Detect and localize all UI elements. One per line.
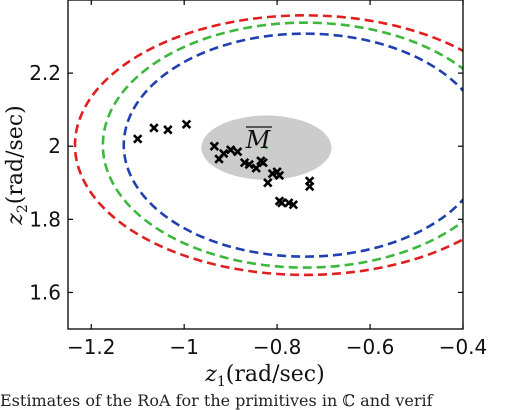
y-tick-label: 2.2 <box>29 61 61 85</box>
caption: Estimates of the RoA for the primitives … <box>0 392 433 410</box>
x-tick-label: −0.8 <box>253 335 302 359</box>
data-point <box>225 145 236 155</box>
y-tick-label: 1.8 <box>29 207 61 231</box>
data-point <box>132 134 143 144</box>
plot-frame <box>67 0 464 330</box>
x-tick-label: −1 <box>169 335 198 359</box>
y-axis-var: z <box>3 213 28 226</box>
data-point <box>258 157 268 168</box>
x-axis-title: z1(rad/sec) <box>204 362 324 390</box>
y-axis-title: z2(rad/sec) <box>3 105 31 225</box>
y-tick-label: 2 <box>48 134 61 158</box>
y-tick-label: 1.6 <box>29 280 61 304</box>
x-tick-label: −0.6 <box>346 335 395 359</box>
data-point <box>181 119 192 130</box>
center-point <box>264 146 268 150</box>
data-point <box>263 178 273 188</box>
boundary-ellipse-3 <box>122 32 463 258</box>
x-tick-label: −1.2 <box>67 335 116 359</box>
data-point <box>274 170 285 181</box>
plot-area <box>73 14 463 277</box>
x-tick-label: −0.4 <box>439 335 488 359</box>
data-point <box>304 181 315 192</box>
boundary-ellipse-1 <box>73 14 463 277</box>
x-axis-sub: 1 <box>217 374 226 390</box>
x-axis-var: z <box>204 362 217 387</box>
data-point <box>149 123 159 133</box>
data-point <box>244 159 254 170</box>
y-axis-unit: (rad/sec) <box>3 105 28 204</box>
boundary-ellipse-2 <box>101 21 463 269</box>
data-point <box>209 141 220 151</box>
x-axis-unit: (rad/sec) <box>226 362 325 387</box>
region-label: M <box>245 126 272 154</box>
data-point <box>288 199 299 210</box>
axis-ticks: −1.2 −1 −0.8 −0.6 −0.4 1.6 1.8 2 2.2 <box>29 0 487 359</box>
data-point <box>218 148 229 159</box>
y-axis-sub: 2 <box>15 204 31 213</box>
data-point <box>277 198 287 208</box>
data-point <box>163 125 173 135</box>
data-point <box>232 146 243 157</box>
